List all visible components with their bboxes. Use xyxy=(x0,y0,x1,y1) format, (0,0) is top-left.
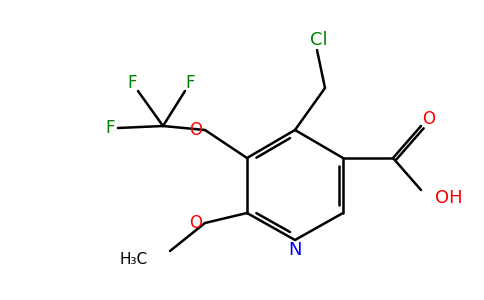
Text: O: O xyxy=(190,121,202,139)
Text: F: F xyxy=(127,74,137,92)
Text: F: F xyxy=(185,74,195,92)
Text: N: N xyxy=(288,241,302,259)
Text: Cl: Cl xyxy=(310,31,328,49)
Text: F: F xyxy=(105,119,115,137)
Text: O: O xyxy=(190,214,202,232)
Text: O: O xyxy=(423,110,436,128)
Text: H₃C: H₃C xyxy=(120,251,148,266)
Text: OH: OH xyxy=(435,189,463,207)
